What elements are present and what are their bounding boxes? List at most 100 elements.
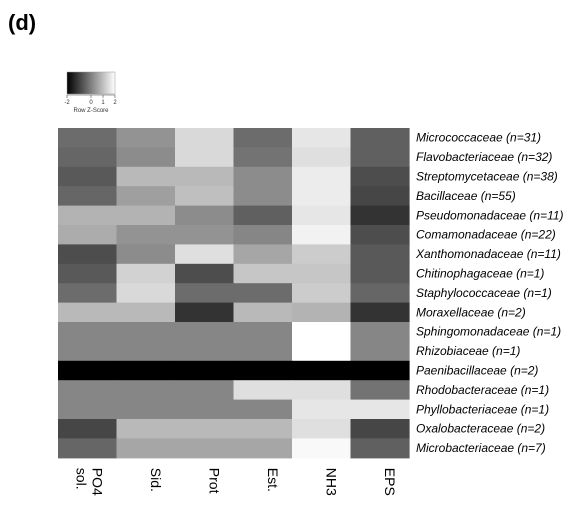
row-label-sphingomonadaceae-n-1: Sphingomonadaceae (n=1) [416,325,561,339]
column-label-est: Est. [265,468,281,492]
heatmap-cell-rhodobacteraceae-n-1-eps [350,380,410,401]
heatmap-cell-sphingomonadaceae-n-1-nh3 [292,322,352,342]
heatmap-cell-rhizobiaceae-n-1-prot [175,341,235,362]
heatmap-cell-micrococcaceae-n-31-est [233,128,293,148]
row-label-pseudomonadaceae-n-11: Pseudomonadaceae (n=11) [416,208,564,222]
row-label-paenibacillaceae-n-2: Paenibacillaceae (n=2) [416,364,538,378]
heatmap-cell-paenibacillaceae-n-2-sid [116,360,176,381]
color-key: -2 0 1 2 Row Z-Score [64,71,117,114]
heatmap-cell-comamonadaceae-n-22-est [233,225,293,245]
row-label-phyllobacteriaceae-n-1: Phyllobacteriaceae (n=1) [416,402,549,416]
heatmap-cell-pseudomonadaceae-n-11-sid [116,205,176,226]
color-key-tick-label: 1 [101,100,105,106]
heatmap-cell-moraxellaceae-n-2-po4-sol [58,302,118,323]
heatmap-cell-micrococcaceae-n-31-sid [116,128,176,148]
row-label-bacillaceae-n-55: Bacillaceae (n=55) [416,189,516,203]
heatmap-cell-flavobacteriaceae-n-32-est [233,147,293,168]
heatmap-cell-microbacteriaceae-n-7-nh3 [292,438,352,459]
heatmap-cell-staphylococcaceae-n-1-eps [350,283,410,304]
heatmap-cell-comamonadaceae-n-22-po4-sol [58,225,118,245]
heatmap-cell-micrococcaceae-n-31-eps [350,128,410,148]
heatmap-cell-xanthomonadaceae-n-11-nh3 [292,244,352,265]
column-labels: PO4sol. Sid. Prot Est. NH3 EPS [73,468,398,496]
heatmap-cell-phyllobacteriaceae-n-1-po4-sol [58,399,118,420]
heatmap-cell-micrococcaceae-n-31-prot [175,128,235,148]
heatmap-cell-comamonadaceae-n-22-eps [350,225,410,245]
heatmap-cell-chitinophagaceae-n-1-est [233,263,293,284]
heatmap-cell-rhodobacteraceae-n-1-est [233,380,293,401]
heatmap-cell-xanthomonadaceae-n-11-est [233,244,293,265]
heatmap-cell-pseudomonadaceae-n-11-po4-sol [58,205,118,226]
heatmap-cell-moraxellaceae-n-2-prot [175,302,235,323]
row-label-rhizobiaceae-n-1: Rhizobiaceae (n=1) [416,344,520,358]
heatmap-cell-paenibacillaceae-n-2-nh3 [292,360,352,381]
heatmap-cell-xanthomonadaceae-n-11-po4-sol [58,244,118,265]
row-label-flavobacteriaceae-n-32: Flavobacteriaceae (n=32) [416,150,552,164]
heatmap-cell-staphylococcaceae-n-1-po4-sol [58,283,118,304]
color-key-tick-label: 0 [89,100,93,106]
heatmap-cell-chitinophagaceae-n-1-nh3 [292,263,352,284]
heatmap-cell-oxalobacteraceae-n-2-sid [116,419,176,439]
heatmap-cell-streptomycetaceae-n-38-prot [175,166,235,187]
heatmap-cell-bacillaceae-n-55-sid [116,186,176,207]
heatmap-cell-comamonadaceae-n-22-sid [116,225,176,245]
heatmap-cell-xanthomonadaceae-n-11-eps [350,244,410,265]
heatmap-cell-oxalobacteraceae-n-2-est [233,419,293,439]
heatmap-cell-sphingomonadaceae-n-1-prot [175,322,235,342]
heatmap-cell-microbacteriaceae-n-7-prot [175,438,235,459]
heatmap-cell-bacillaceae-n-55-nh3 [292,186,352,207]
heatmap-cells [58,128,410,459]
heatmap-cell-moraxellaceae-n-2-sid [116,302,176,323]
heatmap-cell-comamonadaceae-n-22-nh3 [292,225,352,245]
row-label-xanthomonadaceae-n-11: Xanthomonadaceae (n=11) [415,247,561,261]
heatmap-cell-flavobacteriaceae-n-32-prot [175,147,235,168]
heatmap-cell-chitinophagaceae-n-1-sid [116,263,176,284]
heatmap-cell-phyllobacteriaceae-n-1-eps [350,399,410,420]
color-key-title: Row Z-Score [73,108,109,114]
color-key-tick-label: 2 [113,100,117,106]
row-label-oxalobacteraceae-n-2: Oxalobacteraceae (n=2) [416,422,545,436]
heatmap-cell-sphingomonadaceae-n-1-eps [350,322,410,342]
heatmap-cell-pseudomonadaceae-n-11-prot [175,205,235,226]
panel-label: (d) [8,10,37,35]
row-label-microbacteriaceae-n-7: Microbacteriaceae (n=7) [416,441,546,455]
heatmap-cell-phyllobacteriaceae-n-1-prot [175,399,235,420]
heatmap-cell-staphylococcaceae-n-1-est [233,283,293,304]
heatmap-cell-moraxellaceae-n-2-eps [350,302,410,323]
heatmap-cell-sphingomonadaceae-n-1-est [233,322,293,342]
heatmap-cell-bacillaceae-n-55-prot [175,186,235,207]
heatmap-cell-rhodobacteraceae-n-1-po4-sol [58,380,118,401]
heatmap-cell-rhizobiaceae-n-1-nh3 [292,341,352,362]
heatmap-cell-chitinophagaceae-n-1-po4-sol [58,263,118,284]
heatmap-cell-paenibacillaceae-n-2-prot [175,360,235,381]
row-label-rhodobacteraceae-n-1: Rhodobacteraceae (n=1) [416,383,549,397]
heatmap-cell-paenibacillaceae-n-2-po4-sol [58,360,118,381]
heatmap-cell-oxalobacteraceae-n-2-po4-sol [58,419,118,439]
heatmap-cell-oxalobacteraceae-n-2-eps [350,419,410,439]
column-label-sid: Sid. [148,468,164,492]
heatmap-cell-staphylococcaceae-n-1-prot [175,283,235,304]
heatmap-cell-xanthomonadaceae-n-11-prot [175,244,235,265]
heatmap-cell-sphingomonadaceae-n-1-sid [116,322,176,342]
heatmap-cell-bacillaceae-n-55-po4-sol [58,186,118,207]
heatmap-cell-streptomycetaceae-n-38-sid [116,166,176,187]
heatmap-cell-streptomycetaceae-n-38-est [233,166,293,187]
column-label-nh3: NH3 [323,468,339,496]
heatmap-cell-microbacteriaceae-n-7-po4-sol [58,438,118,459]
heatmap-cell-moraxellaceae-n-2-est [233,302,293,323]
heatmap-cell-microbacteriaceae-n-7-eps [350,438,410,459]
heatmap-cell-oxalobacteraceae-n-2-nh3 [292,419,352,439]
heatmap-cell-rhizobiaceae-n-1-est [233,341,293,362]
heatmap-cell-oxalobacteraceae-n-2-prot [175,419,235,439]
heatmap-cell-phyllobacteriaceae-n-1-est [233,399,293,420]
heatmap-cell-moraxellaceae-n-2-nh3 [292,302,352,323]
heatmap-cell-flavobacteriaceae-n-32-eps [350,147,410,168]
heatmap-cell-sphingomonadaceae-n-1-po4-sol [58,322,118,342]
column-label-prot: Prot [206,468,222,494]
column-label-po4-sol: PO4sol. [73,468,105,496]
heatmap-cell-bacillaceae-n-55-eps [350,186,410,207]
heatmap-cell-phyllobacteriaceae-n-1-nh3 [292,399,352,420]
heatmap-cell-rhizobiaceae-n-1-eps [350,341,410,362]
row-label-micrococcaceae-n-31: Micrococcaceae (n=31) [416,131,541,145]
